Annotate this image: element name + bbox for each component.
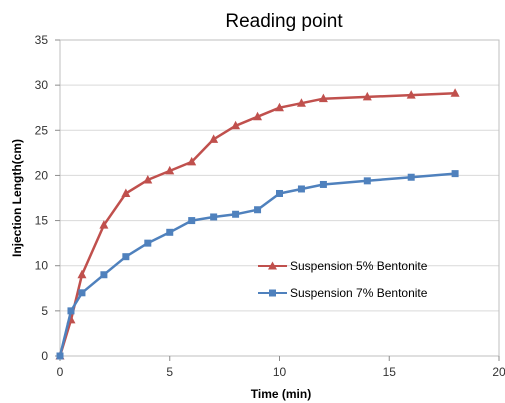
legend-marker-series-2	[269, 289, 276, 297]
y-tick-label: 35	[35, 33, 49, 47]
plot-frame	[59, 39, 500, 357]
x-tick-label: 5	[166, 365, 173, 379]
grid-layer	[60, 39, 499, 357]
series-2-point	[166, 228, 174, 236]
x-tick-label: 0	[57, 365, 64, 379]
x-axis-title: Time (min)	[251, 387, 311, 401]
series-1-point	[165, 165, 175, 175]
series-1-point	[209, 134, 219, 143]
series-1-point	[450, 88, 460, 97]
legend-label-series-1: Suspension 5% Bentonite	[290, 259, 428, 273]
y-tick-label: 30	[35, 78, 49, 92]
series-2-point	[56, 352, 64, 360]
legend-item-series-2: Suspension 7% Bentonite	[258, 286, 428, 300]
x-tick-label: 10	[273, 365, 287, 379]
y-tick-label: 0	[41, 349, 48, 363]
axes-layer	[59, 39, 500, 357]
y-tick-label: 20	[35, 168, 49, 182]
series-2-point	[232, 210, 240, 218]
series-1-line	[58, 92, 457, 358]
series-2-point	[188, 217, 196, 225]
series-2-point	[451, 170, 459, 178]
series-layer	[55, 88, 460, 360]
series-2-point	[67, 307, 75, 315]
y-tick-label: 25	[35, 123, 49, 137]
series-2-point	[254, 206, 262, 214]
series-2-point	[319, 180, 327, 188]
series-2-point	[100, 271, 108, 279]
x-tick-label: 20	[492, 365, 505, 379]
tick-labels: 0 5 10 15 20 25 30 35 0 5 10 15 20	[35, 33, 505, 379]
series-1-point	[275, 102, 284, 112]
x-tick-label: 15	[383, 365, 397, 379]
series-2-point	[210, 213, 218, 221]
y-tick-label: 10	[35, 259, 49, 273]
y-tick-label: 15	[35, 214, 49, 228]
series-2-point	[122, 253, 130, 261]
series-1-point	[99, 220, 109, 229]
series-1-point	[296, 98, 306, 107]
legend-marker-series-1	[268, 261, 277, 270]
series-2-point	[407, 173, 415, 181]
chart-title: Reading point	[225, 11, 343, 32]
series-1-point	[406, 90, 416, 99]
series-2-point	[144, 239, 152, 247]
series-1-point	[318, 93, 328, 103]
series-1-point	[77, 269, 87, 279]
series-1-point	[362, 91, 372, 101]
series-2-point	[297, 185, 305, 193]
series-2-point	[363, 177, 371, 185]
series-2-point	[276, 189, 283, 197]
legend-item-series-1: Suspension 5% Bentonite	[258, 259, 428, 273]
y-tick-label: 5	[41, 304, 48, 318]
series-1-point	[253, 111, 263, 121]
legend-label-series-2: Suspension 7% Bentonite	[290, 286, 428, 300]
series-1-point	[143, 174, 153, 184]
series-1-point	[231, 120, 241, 130]
series-1-point	[121, 188, 131, 197]
series-1-point	[187, 156, 197, 166]
y-axis-title: Injection Length(cm)	[10, 139, 24, 257]
legend: Suspension 5% Bentonite Suspension 7% Be…	[258, 259, 428, 300]
series-2-point	[78, 289, 86, 297]
